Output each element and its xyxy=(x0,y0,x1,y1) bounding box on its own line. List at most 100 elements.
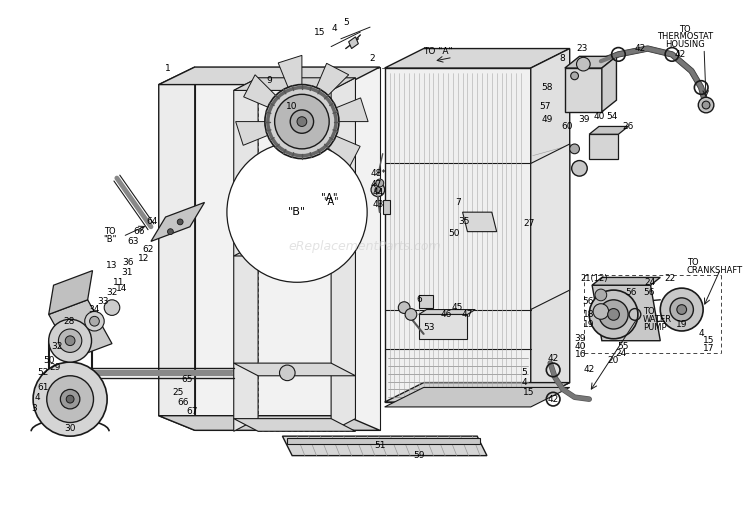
Circle shape xyxy=(167,229,173,235)
Circle shape xyxy=(290,110,314,133)
Text: "B": "B" xyxy=(288,207,306,217)
Text: 42: 42 xyxy=(548,354,559,363)
Text: 31: 31 xyxy=(121,268,132,277)
Text: 16: 16 xyxy=(574,350,586,359)
Polygon shape xyxy=(385,49,570,68)
Text: TO: TO xyxy=(643,307,655,316)
Text: 45: 45 xyxy=(452,303,464,312)
Text: 66: 66 xyxy=(134,227,145,236)
Text: 53: 53 xyxy=(424,322,435,332)
Text: 9: 9 xyxy=(266,76,272,85)
Text: TO: TO xyxy=(679,25,691,34)
Polygon shape xyxy=(590,134,619,158)
Text: 5: 5 xyxy=(343,18,349,27)
Text: 43: 43 xyxy=(373,200,384,209)
Circle shape xyxy=(85,312,104,331)
Polygon shape xyxy=(287,438,480,444)
Polygon shape xyxy=(234,363,356,376)
Circle shape xyxy=(590,290,638,339)
Text: 5: 5 xyxy=(521,368,526,377)
Text: 6: 6 xyxy=(416,295,422,305)
Text: THERMOSTAT: THERMOSTAT xyxy=(656,32,712,41)
Circle shape xyxy=(660,288,704,331)
Polygon shape xyxy=(349,37,358,49)
Polygon shape xyxy=(385,387,570,407)
Text: 66: 66 xyxy=(177,398,189,407)
Polygon shape xyxy=(195,67,380,430)
Polygon shape xyxy=(234,78,258,431)
Text: 49: 49 xyxy=(542,115,553,124)
Text: 11: 11 xyxy=(113,278,125,287)
Text: 65: 65 xyxy=(182,375,193,384)
Text: 56: 56 xyxy=(626,288,637,296)
Circle shape xyxy=(89,316,99,326)
Text: 30: 30 xyxy=(64,424,76,433)
Polygon shape xyxy=(234,419,356,431)
Text: 42: 42 xyxy=(674,50,686,59)
Text: 61: 61 xyxy=(37,383,49,392)
Circle shape xyxy=(595,289,607,301)
Circle shape xyxy=(398,302,410,313)
Text: 40: 40 xyxy=(593,112,604,121)
Polygon shape xyxy=(419,314,467,339)
Text: 13: 13 xyxy=(106,261,118,270)
Text: 62: 62 xyxy=(142,245,154,253)
Text: CRANKSHAFT: CRANKSHAFT xyxy=(686,266,742,275)
Text: "B": "B" xyxy=(104,235,117,244)
Text: 20: 20 xyxy=(608,356,619,365)
Text: 7: 7 xyxy=(454,198,460,207)
Circle shape xyxy=(608,309,619,320)
Text: 12: 12 xyxy=(139,254,150,263)
Text: 40: 40 xyxy=(574,342,586,351)
Polygon shape xyxy=(321,131,360,169)
Text: 42: 42 xyxy=(634,44,646,53)
Circle shape xyxy=(371,183,385,197)
Text: 51: 51 xyxy=(374,442,386,450)
Text: 42: 42 xyxy=(584,365,595,375)
Text: 46: 46 xyxy=(440,310,452,319)
Polygon shape xyxy=(602,56,616,112)
Polygon shape xyxy=(49,300,112,358)
Text: 42: 42 xyxy=(548,394,559,404)
Text: PUMP: PUMP xyxy=(643,322,667,332)
Circle shape xyxy=(297,117,307,126)
Text: 48*: 48* xyxy=(370,169,386,178)
Text: 58: 58 xyxy=(542,83,553,92)
Text: 10: 10 xyxy=(286,103,298,111)
Polygon shape xyxy=(419,310,476,314)
Text: 22: 22 xyxy=(664,274,676,283)
Text: 14: 14 xyxy=(116,284,128,293)
Text: 24: 24 xyxy=(616,349,627,358)
Text: 63: 63 xyxy=(128,237,140,246)
Text: 4: 4 xyxy=(332,24,337,33)
Text: 33: 33 xyxy=(98,297,109,306)
Polygon shape xyxy=(312,63,349,102)
Text: 19: 19 xyxy=(583,320,594,329)
Polygon shape xyxy=(255,141,292,180)
Circle shape xyxy=(572,160,587,176)
Text: 28: 28 xyxy=(64,317,75,326)
Text: 32: 32 xyxy=(51,342,62,351)
Text: 39: 39 xyxy=(578,115,590,124)
Text: 3: 3 xyxy=(32,404,37,413)
Circle shape xyxy=(49,319,92,362)
Polygon shape xyxy=(531,144,570,310)
Polygon shape xyxy=(592,285,660,341)
Circle shape xyxy=(227,142,368,282)
Circle shape xyxy=(46,376,94,423)
Text: 1: 1 xyxy=(165,63,170,73)
Text: 64: 64 xyxy=(146,217,158,226)
Text: 56: 56 xyxy=(643,288,654,296)
Text: 4: 4 xyxy=(698,330,704,338)
Circle shape xyxy=(177,219,183,225)
Text: 44: 44 xyxy=(373,188,384,197)
Text: 32: 32 xyxy=(106,288,118,296)
Text: 52: 52 xyxy=(38,368,49,377)
Polygon shape xyxy=(326,98,368,122)
Text: 67: 67 xyxy=(186,407,197,416)
Circle shape xyxy=(676,305,686,314)
Polygon shape xyxy=(283,436,487,456)
Polygon shape xyxy=(331,78,356,431)
Text: 24: 24 xyxy=(644,278,656,287)
Text: 8: 8 xyxy=(559,54,565,63)
